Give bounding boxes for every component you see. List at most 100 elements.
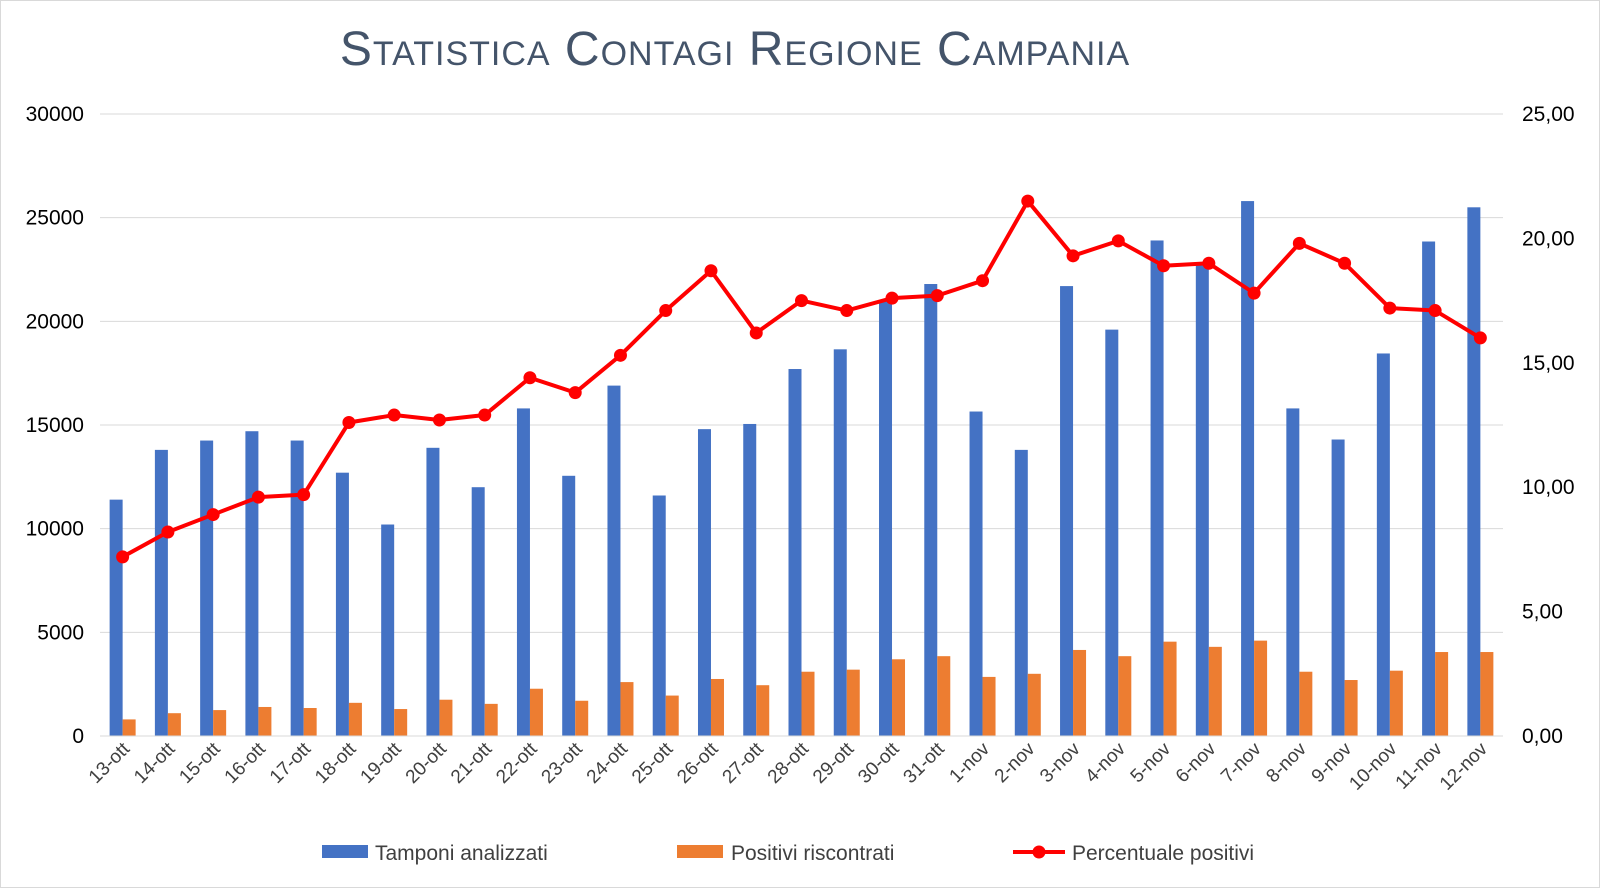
bar-positivi xyxy=(303,708,317,736)
point-percentuale xyxy=(659,304,673,318)
bar-positivi xyxy=(1163,641,1177,736)
x-tick-label: 30-ott xyxy=(854,738,904,788)
bar-tamponi xyxy=(1376,353,1390,736)
bar-tamponi xyxy=(290,440,304,736)
bar-tamponi xyxy=(109,499,123,736)
point-percentuale xyxy=(1428,304,1442,318)
bar-tamponi xyxy=(924,284,938,736)
bar-positivi xyxy=(1027,673,1041,736)
bar-positivi xyxy=(529,688,543,736)
legend-label: Tamponi analizzati xyxy=(375,842,548,865)
x-tick-label: 31-ott xyxy=(900,738,950,788)
point-percentuale xyxy=(1383,301,1397,315)
bar-positivi xyxy=(665,695,679,736)
point-percentuale xyxy=(1292,236,1306,250)
bar-positivi xyxy=(1254,640,1268,736)
bar-tamponi xyxy=(1422,241,1436,736)
point-percentuale xyxy=(432,413,446,427)
point-percentuale xyxy=(930,289,944,303)
point-percentuale xyxy=(1202,256,1216,270)
y-left-tick-label: 15000 xyxy=(26,414,84,437)
bar-tamponi xyxy=(1195,263,1209,736)
bar-positivi xyxy=(756,685,770,736)
bar-tamponi xyxy=(426,447,440,736)
bar-positivi xyxy=(801,671,815,736)
bar-positivi xyxy=(710,678,724,736)
point-percentuale xyxy=(976,274,990,288)
point-percentuale xyxy=(1066,249,1080,263)
y-right-tick-label: 25,00 xyxy=(1522,103,1575,126)
bar-tamponi xyxy=(516,408,530,736)
x-tick-label: 26-ott xyxy=(673,738,723,788)
point-percentuale xyxy=(885,291,899,305)
point-percentuale xyxy=(116,550,130,564)
bar-tamponi xyxy=(1331,439,1345,736)
x-tick-label: 20-ott xyxy=(402,738,452,788)
x-tick-label: 15-ott xyxy=(175,738,225,788)
point-percentuale xyxy=(297,488,311,502)
x-tick-label: 13-ott xyxy=(85,738,135,788)
bar-tamponi xyxy=(1060,286,1074,736)
bar-positivi xyxy=(1118,656,1132,736)
bar-positivi xyxy=(439,699,453,736)
bar-positivi xyxy=(1389,670,1403,736)
bar-positivi xyxy=(620,682,634,736)
legend-swatch xyxy=(322,845,368,858)
x-tick-label: 10-nov xyxy=(1345,738,1401,794)
bar-tamponi xyxy=(969,411,983,736)
x-tick-label: 22-ott xyxy=(492,738,542,788)
bar-positivi xyxy=(394,709,408,736)
bar-tamponi xyxy=(652,495,666,736)
bar-positivi xyxy=(937,656,951,736)
bar-tamponi xyxy=(335,472,349,736)
point-percentuale xyxy=(749,326,763,340)
x-tick-label: 16-ott xyxy=(221,738,271,788)
point-percentuale xyxy=(613,348,627,362)
bar-tamponi xyxy=(1105,329,1119,736)
bar-tamponi xyxy=(743,423,757,736)
x-tick-label: 25-ott xyxy=(628,738,678,788)
bar-positivi xyxy=(348,702,362,736)
point-percentuale xyxy=(840,304,854,318)
y-left-tick-label: 30000 xyxy=(26,103,84,126)
bar-positivi xyxy=(846,669,860,736)
bar-tamponi xyxy=(154,449,168,736)
bar-tamponi xyxy=(1467,207,1481,737)
x-tick-label: 18-ott xyxy=(311,738,361,788)
bar-positivi xyxy=(213,710,227,736)
point-percentuale xyxy=(206,508,220,522)
point-percentuale xyxy=(1473,331,1487,345)
legend-label: Positivi riscontrati xyxy=(731,842,894,865)
y-right-tick-label: 20,00 xyxy=(1522,227,1575,250)
x-tick-label: 2-nov xyxy=(991,738,1040,787)
bar-tamponi xyxy=(788,369,802,736)
x-tick-label: 1-nov xyxy=(946,738,995,787)
y-right-tick-label: 15,00 xyxy=(1522,352,1575,375)
bar-tamponi xyxy=(245,431,259,736)
bar-tamponi xyxy=(697,429,711,736)
bar-tamponi xyxy=(1014,449,1028,736)
bar-tamponi xyxy=(200,440,214,736)
bar-positivi xyxy=(258,706,272,736)
y-left-tick-label: 25000 xyxy=(26,207,84,230)
bar-tamponi xyxy=(1286,408,1300,736)
point-percentuale xyxy=(1111,234,1125,248)
legend-swatch xyxy=(677,845,723,858)
point-percentuale xyxy=(1157,259,1171,273)
x-tick-label: 8-nov xyxy=(1262,738,1311,787)
x-tick-label: 28-ott xyxy=(764,738,814,788)
chart-title: Statistica Contagi Regione Campania xyxy=(339,23,1131,76)
x-tick-label: 19-ott xyxy=(357,738,407,788)
x-tick-label: 4-nov xyxy=(1081,738,1130,787)
x-tick-label: 11-nov xyxy=(1392,738,1447,793)
point-percentuale xyxy=(251,490,265,504)
x-tick-label: 29-ott xyxy=(809,738,859,788)
x-tick-label: 3-nov xyxy=(1036,738,1085,787)
point-percentuale xyxy=(161,525,175,539)
x-tick-label: 14-ott xyxy=(130,738,180,788)
bar-tamponi xyxy=(562,475,576,736)
x-tick-label: 6-nov xyxy=(1172,738,1221,787)
bar-tamponi xyxy=(471,487,485,736)
bar-positivi xyxy=(1073,649,1087,736)
